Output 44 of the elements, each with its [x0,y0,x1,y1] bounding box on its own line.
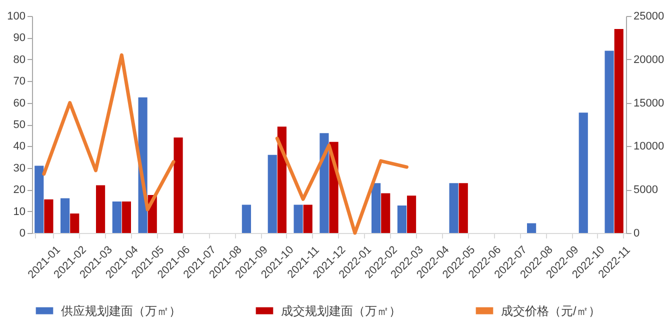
bar [277,126,286,233]
bar [174,138,183,233]
y-tick-label: 10 [13,206,26,218]
bar [320,133,329,233]
bar [578,112,588,233]
y2-tick-label: 5000 [634,184,658,196]
bar [112,202,122,233]
y2-tick-label: 25000 [634,10,664,22]
bar [268,154,277,233]
bar [397,205,407,233]
y-tick-label: 100 [7,10,26,22]
bar [34,166,44,233]
y2-tick-label: 10000 [634,140,664,153]
bar [96,185,106,233]
legend-label: 成交价格（元/㎡） [501,304,600,318]
bar [70,213,80,233]
bar [604,50,614,233]
bar [381,193,390,233]
bar [406,196,416,233]
bar [527,223,536,233]
bar [614,29,624,233]
y-tick-label: 60 [13,97,26,110]
y2-tick-label: 20000 [634,54,664,66]
bar [242,204,252,233]
bar [294,204,303,233]
bar [303,204,312,233]
bar [44,199,54,233]
y-tick-label: 80 [13,54,26,66]
y2-tick-label: 0 [634,228,640,240]
legend-label: 供应规划建面（万㎡） [61,304,181,318]
y-tick-label: 20 [13,184,26,196]
bar [449,183,458,233]
y-tick-label: 0 [19,228,26,240]
bar [372,183,381,233]
y-tick-label: 70 [13,76,26,88]
bar [458,183,468,233]
y-tick-label: 40 [13,140,26,153]
y2-tick-label: 15000 [634,97,664,110]
y-tick-label: 30 [13,162,26,174]
y-tick-label: 50 [13,119,26,131]
bar [122,202,131,233]
y-tick-label: 90 [13,32,26,44]
bar [60,198,70,233]
legend-label: 成交规划建面（万㎡） [281,304,401,318]
